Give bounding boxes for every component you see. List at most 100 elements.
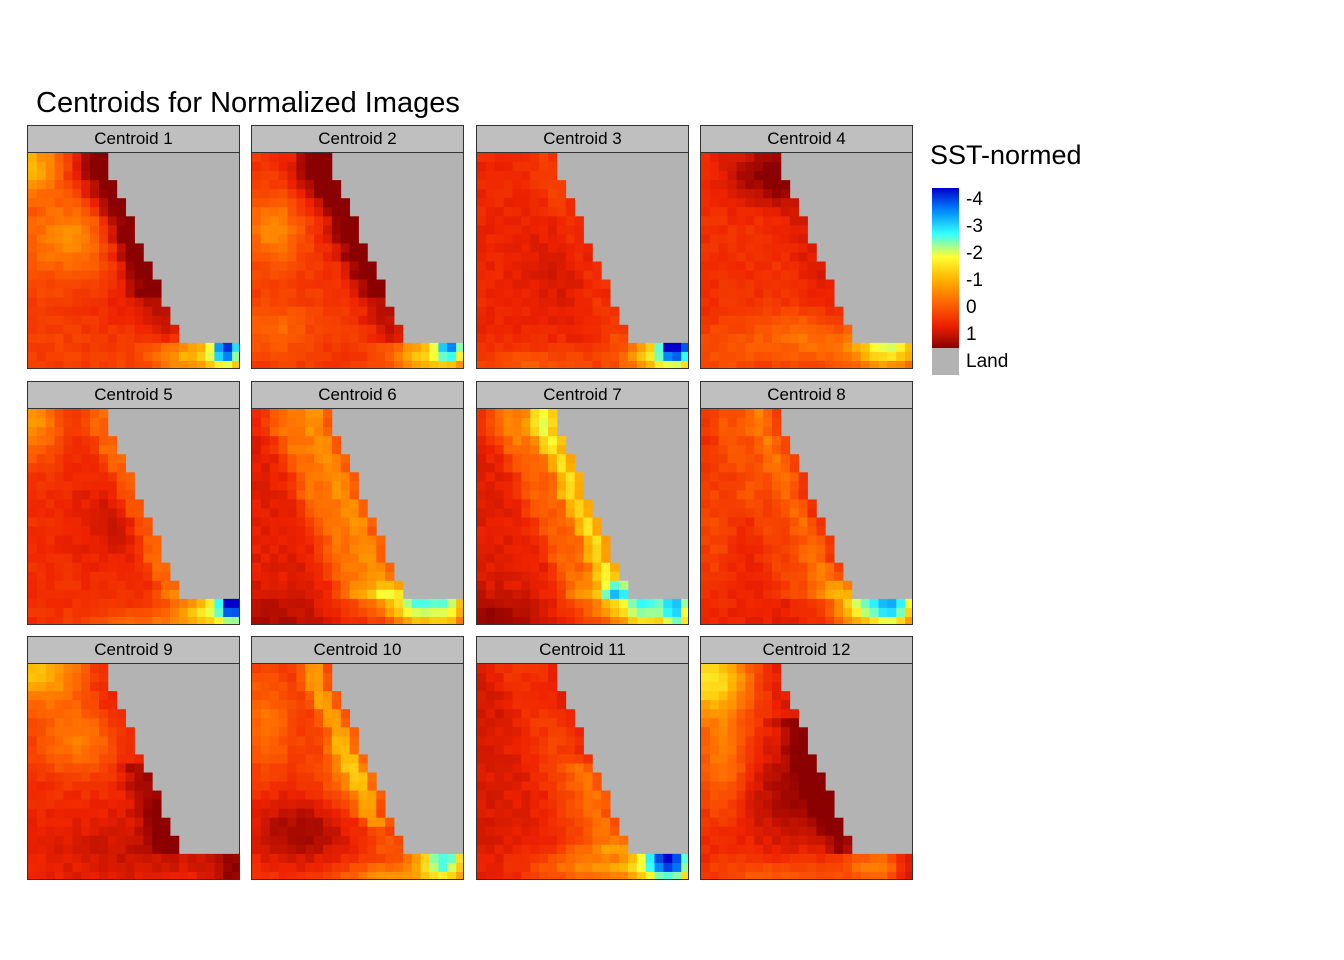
heatmap-cell	[601, 616, 611, 624]
heatmap-cell	[116, 315, 127, 326]
heatmap-cell	[152, 790, 162, 801]
heatmap-cell	[763, 862, 773, 873]
heatmap-cell	[503, 700, 513, 710]
heatmap-cell	[565, 718, 576, 728]
heatmap-cell	[358, 763, 368, 773]
heatmap-cell	[269, 342, 280, 353]
heatmap-cell	[539, 571, 549, 582]
heatmap-cell	[754, 853, 764, 864]
heatmap-cell	[252, 360, 262, 368]
heatmap-cell	[754, 427, 764, 437]
heatmap-cell	[99, 499, 109, 509]
heatmap-cell	[314, 279, 324, 290]
heatmap-cell	[530, 862, 540, 873]
heatmap-cell	[340, 790, 351, 801]
heatmap-cell	[556, 324, 567, 335]
heatmap-cell	[485, 454, 496, 464]
heatmap-cell	[610, 826, 620, 837]
heatmap-cell	[358, 342, 368, 353]
heatmap-cell	[772, 535, 782, 546]
heatmap-cell	[709, 216, 720, 226]
heatmap-cell	[718, 544, 729, 555]
heatmap-cell	[798, 225, 808, 235]
heatmap-cell	[107, 288, 118, 299]
heatmap-cell	[477, 427, 487, 437]
heatmap-cell	[727, 709, 737, 719]
heatmap-cell	[860, 862, 871, 873]
heatmap-cell	[349, 351, 359, 362]
heatmap-cell	[592, 589, 602, 600]
heatmap-cell	[485, 315, 496, 326]
heatmap-cell	[736, 499, 746, 509]
heatmap-cell	[780, 826, 791, 837]
heatmap-cell	[447, 853, 457, 864]
heatmap-cell	[305, 553, 315, 564]
heatmap-cell	[116, 808, 127, 819]
heatmap-cell	[90, 709, 100, 719]
heatmap-cell	[754, 216, 764, 226]
heatmap-cell	[63, 315, 73, 326]
heatmap-cell	[763, 409, 773, 419]
heatmap-cell	[512, 252, 522, 262]
heatmap-cell	[574, 871, 584, 879]
heatmap-cell	[116, 562, 127, 573]
heatmap-cell	[125, 589, 135, 600]
heatmap-cell	[99, 553, 109, 564]
heatmap-cell	[252, 297, 262, 308]
heatmap-cell	[438, 360, 448, 368]
heatmap-cell	[252, 781, 262, 791]
heatmap-cell	[574, 535, 584, 546]
heatmap-cell	[45, 772, 56, 782]
heatmap-cell	[287, 351, 297, 362]
heatmap-cell	[548, 562, 558, 573]
heatmap-cell	[745, 445, 755, 455]
heatmap-cell	[438, 598, 448, 609]
heatmap-cell	[63, 252, 73, 262]
heatmap-cell	[385, 607, 395, 618]
heatmap-cell	[754, 288, 764, 299]
heatmap-cell	[727, 790, 737, 801]
heatmap-cell	[72, 279, 82, 290]
heatmap-cell	[152, 571, 162, 582]
heatmap-cell	[28, 718, 38, 728]
heatmap-cell	[81, 409, 91, 419]
heatmap-cell	[701, 360, 711, 368]
heatmap-cell	[583, 252, 593, 262]
heatmap-cell	[887, 871, 897, 879]
heatmap-cell	[296, 727, 306, 737]
heatmap-cell	[252, 562, 262, 573]
heatmap-cell	[402, 871, 413, 879]
heatmap-cell	[834, 324, 844, 335]
heatmap-cell	[701, 315, 711, 326]
heatmap-cell	[718, 862, 729, 873]
heatmap-cell	[548, 454, 558, 464]
heatmap-cell	[107, 481, 118, 491]
heatmap-cell	[81, 342, 91, 353]
heatmap-cell	[834, 598, 844, 609]
heatmap-cell	[116, 216, 127, 226]
heatmap-cell	[789, 270, 800, 280]
heatmap-cell	[521, 189, 531, 199]
heatmap-cell	[90, 216, 100, 226]
heatmap-cell	[512, 180, 522, 190]
heatmap-cell	[512, 216, 522, 226]
heatmap-cell	[574, 288, 584, 299]
heatmap-cell	[601, 306, 611, 317]
heatmap-cell	[485, 580, 496, 591]
heatmap-cell	[807, 499, 817, 509]
heatmap-cell	[90, 745, 100, 755]
heatmap-cell	[269, 835, 280, 846]
heatmap-cell	[296, 162, 306, 172]
heatmap-cell	[314, 508, 324, 518]
heatmap-cell	[63, 727, 73, 737]
facet-panel: Centroid 5	[27, 381, 240, 636]
heatmap-cell	[161, 315, 171, 326]
heatmap-cell	[763, 571, 773, 582]
heatmap-cell	[63, 216, 73, 226]
heatmap-cell	[709, 508, 720, 518]
heatmap-cell	[780, 718, 791, 728]
heatmap-cell	[340, 544, 351, 555]
heatmap-cell	[789, 808, 800, 819]
heatmap-cell	[780, 454, 791, 464]
heatmap-cell	[592, 808, 602, 819]
